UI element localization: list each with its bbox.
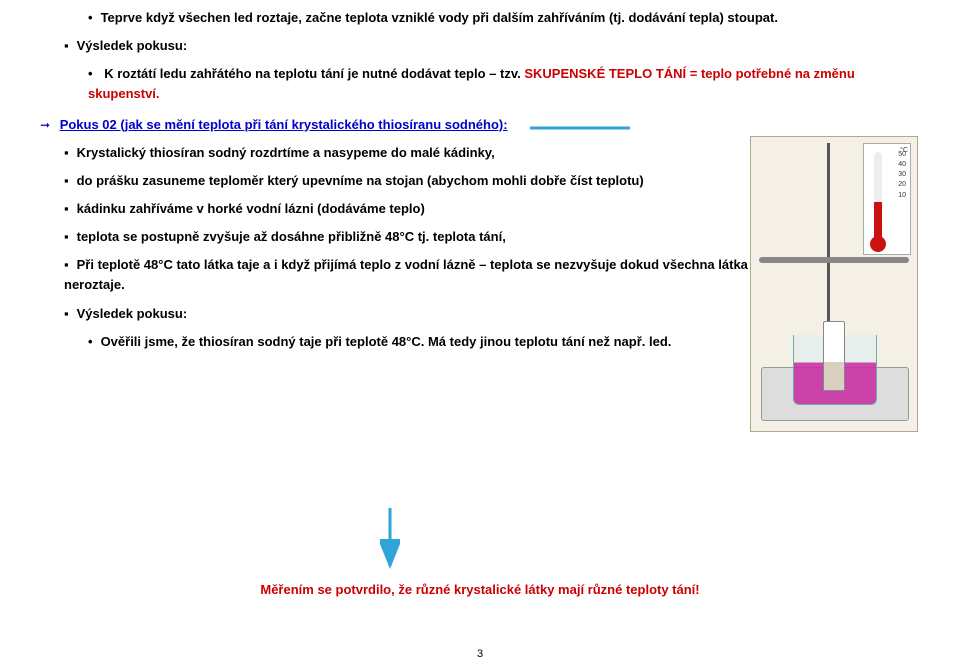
- arrow-to-figure-icon: [530, 118, 630, 138]
- para-3a: K roztátí ledu zahřátého na teplotu tání…: [104, 66, 524, 81]
- thermometer-tube: [874, 152, 882, 242]
- para-1: Teprve když všechen led roztaje, začne t…: [40, 8, 920, 28]
- experiment-figure: °C 50 40 30 20 10: [750, 136, 918, 432]
- para-3: K roztátí ledu zahřátého na teplotu tání…: [40, 64, 920, 104]
- tick: 20: [898, 180, 906, 190]
- tick: 10: [898, 191, 906, 201]
- experiment-title-text: Pokus 02 (jak se mění teplota při tání k…: [60, 117, 508, 132]
- result-text: Ověřili jsme, že thiosíran sodný taje př…: [40, 332, 750, 352]
- inner-beaker-powder: [824, 362, 844, 390]
- stand-ring: [759, 257, 909, 263]
- thermometer-bulb: [870, 236, 886, 252]
- para-result-1: Výsledek pokusu:: [40, 36, 920, 56]
- para-result-2: Výsledek pokusu:: [40, 304, 750, 324]
- inner-beaker: [823, 321, 845, 391]
- arrow-down-icon: [380, 508, 400, 578]
- thermometer-inset: °C 50 40 30 20 10: [863, 143, 911, 255]
- tick: 40: [898, 160, 906, 170]
- tick: 30: [898, 170, 906, 180]
- step-2: do prášku zasuneme teploměr který upevní…: [40, 171, 750, 191]
- step-3: kádinku zahříváme v horké vodní lázni (d…: [40, 199, 750, 219]
- step-1: Krystalický thiosíran sodný rozdrtíme a …: [40, 143, 750, 163]
- tick: 50: [898, 150, 906, 160]
- step-5: Při teplotě 48°C tato látka taje a i kdy…: [40, 255, 750, 295]
- thermometer-scale: 50 40 30 20 10: [898, 150, 906, 201]
- conclusion-text: Měřením se potvrdilo, že různé krystalic…: [0, 580, 960, 600]
- experiment-title: Pokus 02 (jak se mění teplota při tání k…: [40, 115, 920, 135]
- document-body: Teprve když všechen led roztaje, začne t…: [40, 8, 920, 352]
- step-4: teplota se postupně zvyšuje až dosáhne p…: [40, 227, 750, 247]
- page-number: 3: [0, 646, 960, 663]
